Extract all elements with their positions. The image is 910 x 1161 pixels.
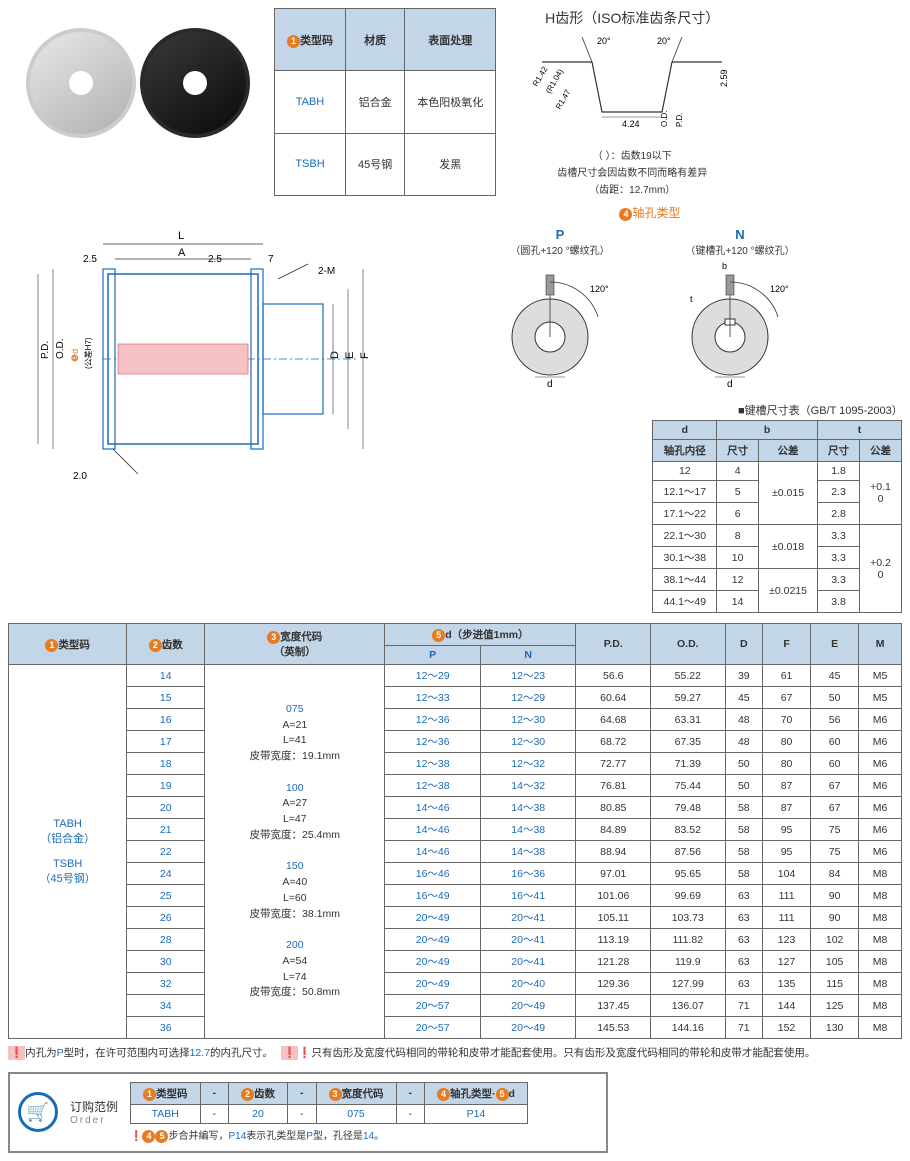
svg-text:E: E xyxy=(344,352,356,359)
svg-text:P.D.: P.D. xyxy=(675,112,684,127)
bore-title: 4轴孔类型 xyxy=(398,204,902,221)
svg-text:A: A xyxy=(178,247,186,259)
svg-text:O.D.: O.D. xyxy=(660,111,669,127)
footer-notes: ❗内孔为P型时，在许可范围内可选择12.7的内孔尺寸。 ❗❗只有齿形及宽度代码相… xyxy=(8,1045,902,1062)
order-example: 🛒 订购范例 Order 1类型码-2齿数-3宽度代码-4轴孔类型·5d TAB… xyxy=(8,1072,608,1153)
svg-text:20°: 20° xyxy=(657,36,671,46)
svg-text:d: d xyxy=(547,379,553,387)
product-photo xyxy=(8,8,268,158)
svg-text:2.5: 2.5 xyxy=(83,254,97,265)
technical-drawing: L A 2.52.5 72-M P.D. O.D. ❺d (公差H7) D E … xyxy=(8,204,388,484)
svg-text:120°: 120° xyxy=(590,284,609,294)
bore-p: P （圆孔+120 °螺纹孔） 120° d xyxy=(480,227,640,390)
svg-text:D: D xyxy=(329,351,341,359)
cart-icon: 🛒 xyxy=(18,1092,58,1132)
svg-text:2.5: 2.5 xyxy=(208,254,222,265)
keyway-title: ■键槽尺寸表（GB/T 1095-2003） xyxy=(398,402,902,418)
svg-text:2.0: 2.0 xyxy=(73,471,87,482)
svg-text:2.59: 2.59 xyxy=(719,69,729,87)
svg-text:7: 7 xyxy=(268,254,274,265)
material-table: 1❶类型码类型码材质表面处理 TABH铝合金本色阳极氧化 TSBH45号钢发黑 xyxy=(274,8,496,196)
svg-text:(公差H7): (公差H7) xyxy=(83,337,93,369)
svg-text:L: L xyxy=(178,230,184,242)
tooth-profile: H齿形（ISO标准齿条尺寸） 20°20° R1.42 (R1.04) R1.4… xyxy=(502,8,762,196)
svg-text:R1.47: R1.47 xyxy=(554,88,573,111)
main-spec-table: 1类型码 2齿数 3宽度代码（英制） 5d（步进值1mm） P.D.O.D.D … xyxy=(8,623,902,1039)
svg-text:t: t xyxy=(690,294,693,304)
svg-text:d: d xyxy=(727,379,733,387)
bore-n: N （键槽孔+120 °螺纹孔） 120° tb d xyxy=(660,227,820,390)
svg-text:120°: 120° xyxy=(770,284,789,294)
keyway-table: dbt 轴孔内径尺寸公差尺寸公差 124±0.0151.8+0.10 12.1～… xyxy=(652,420,902,613)
svg-text:b: b xyxy=(722,261,727,271)
svg-text:❺d: ❺d xyxy=(70,349,80,362)
svg-text:P.D.: P.D. xyxy=(40,341,51,359)
svg-text:2-M: 2-M xyxy=(318,266,335,277)
svg-text:O.D.: O.D. xyxy=(55,338,66,359)
svg-text:F: F xyxy=(359,352,371,359)
svg-text:4.24: 4.24 xyxy=(622,119,640,129)
svg-text:20°: 20° xyxy=(597,36,611,46)
